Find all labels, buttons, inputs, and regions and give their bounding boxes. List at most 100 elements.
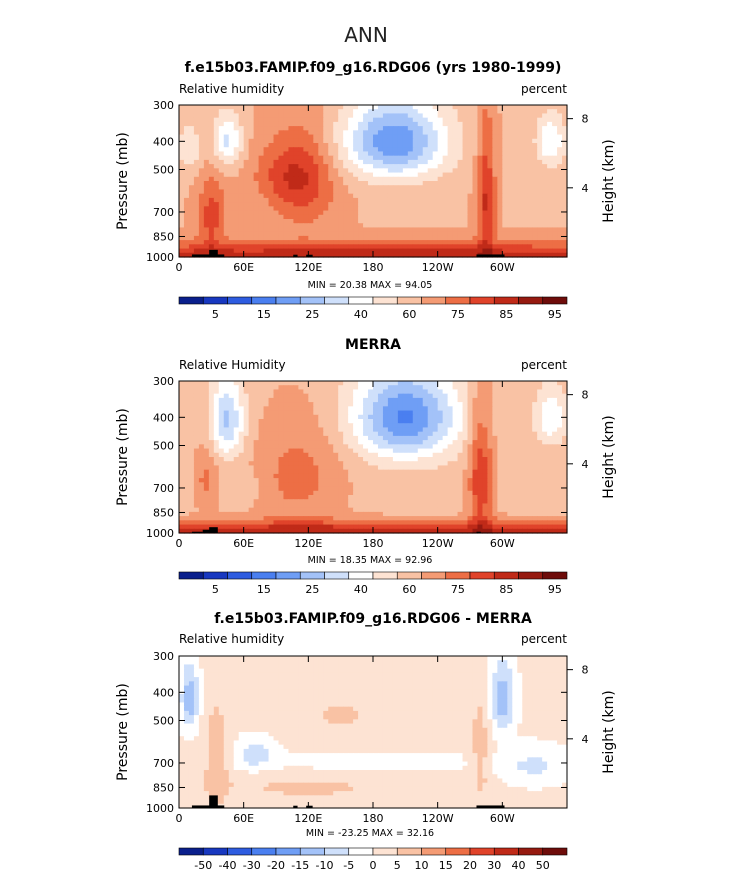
heatmap-cell xyxy=(557,385,563,391)
heatmap-cell xyxy=(377,406,384,412)
heatmap-cell xyxy=(288,172,295,178)
heatmap-cell xyxy=(303,113,309,119)
heatmap-cell xyxy=(547,427,553,433)
heatmap-cell xyxy=(198,231,205,237)
heatmap-cell xyxy=(303,381,309,386)
left-label: Relative Humidity xyxy=(179,358,286,372)
topography-mask xyxy=(306,254,313,257)
heatmap-cell xyxy=(517,244,523,250)
heatmap-cell xyxy=(253,176,260,182)
heatmap-cell xyxy=(462,465,469,471)
heatmap-cell xyxy=(482,435,489,441)
colorbar-label: 5 xyxy=(212,308,219,321)
heatmap-cell xyxy=(537,486,543,492)
heatmap-cell xyxy=(472,219,479,224)
heatmap-cell xyxy=(392,168,399,174)
heatmap-cell xyxy=(537,490,543,496)
heatmap-cell xyxy=(193,147,200,153)
heatmap-cell xyxy=(343,189,349,195)
heatmap-cell xyxy=(447,248,454,254)
heatmap-cell xyxy=(228,419,235,424)
heatmap-cell xyxy=(283,202,290,207)
heatmap-cell xyxy=(517,406,523,412)
heatmap-cell xyxy=(462,385,469,391)
heatmap-cell xyxy=(203,419,210,424)
heatmap-cell xyxy=(348,248,354,254)
heatmap-cell xyxy=(542,389,548,395)
heatmap-cell xyxy=(467,473,474,479)
heatmap-cell xyxy=(358,248,364,254)
heatmap-cell xyxy=(527,113,533,119)
heatmap-cell xyxy=(427,419,434,424)
heatmap-cell xyxy=(417,389,424,395)
heatmap-cell xyxy=(218,419,225,424)
heatmap-cell xyxy=(532,130,538,136)
heatmap-cell xyxy=(373,168,379,174)
heatmap-cell xyxy=(318,121,324,127)
heatmap-cell xyxy=(203,210,210,216)
heatmap-cell xyxy=(333,473,339,479)
heatmap-cell xyxy=(422,473,429,479)
heatmap-cell xyxy=(338,414,344,420)
heatmap-cell xyxy=(527,214,533,220)
heatmap-cell xyxy=(368,435,374,441)
heatmap-cell xyxy=(527,473,533,479)
heatmap-cell xyxy=(472,202,479,207)
heatmap-cell xyxy=(387,168,394,174)
heatmap-cell xyxy=(542,206,548,212)
heatmap-cell xyxy=(512,402,518,407)
heatmap-cell xyxy=(198,214,205,220)
heatmap-cell xyxy=(368,240,374,245)
heatmap-cell xyxy=(183,130,190,136)
heatmap-cell xyxy=(487,189,493,195)
heatmap-cell xyxy=(338,435,344,441)
heatmap-cell xyxy=(482,168,489,174)
heatmap-cell xyxy=(492,444,498,450)
heatmap-cell xyxy=(323,126,329,131)
heatmap-cell xyxy=(333,381,339,386)
heatmap-cell xyxy=(333,130,339,136)
heatmap-cell xyxy=(333,490,339,496)
heatmap-cell xyxy=(328,151,334,157)
heatmap-cell xyxy=(278,427,285,433)
heatmap-cell xyxy=(537,419,543,424)
heatmap-cell xyxy=(258,109,265,115)
heatmap-cell xyxy=(293,197,299,203)
heatmap-cell xyxy=(318,244,324,250)
heatmap-cell xyxy=(562,121,568,127)
heatmap-cell xyxy=(462,202,469,207)
heatmap-cell xyxy=(333,406,339,412)
heatmap-cell xyxy=(497,121,503,127)
heatmap-cell xyxy=(198,402,205,407)
heatmap-cell xyxy=(392,486,399,492)
heatmap-cell xyxy=(188,168,195,174)
heatmap-cell xyxy=(268,193,275,199)
heatmap-cell xyxy=(562,406,568,412)
heatmap-cell xyxy=(258,126,265,131)
heatmap-cell xyxy=(517,189,523,195)
heatmap-cell xyxy=(462,452,469,458)
heatmap-cell xyxy=(253,164,260,169)
heatmap-cell xyxy=(507,402,513,407)
heatmap-cell xyxy=(497,427,503,433)
heatmap-cell xyxy=(492,219,498,224)
heatmap-cell xyxy=(427,440,434,445)
heatmap-cell xyxy=(183,397,190,403)
heatmap-cell xyxy=(537,393,543,399)
heatmap-cell xyxy=(233,227,240,233)
heatmap-cell xyxy=(278,461,285,467)
heatmap-cell xyxy=(407,435,414,441)
heatmap-cell xyxy=(363,444,369,450)
heatmap-cell xyxy=(407,448,414,454)
heatmap-cell xyxy=(373,469,379,475)
heatmap-cell xyxy=(243,457,250,462)
heatmap-cell xyxy=(308,431,314,437)
heatmap-cell xyxy=(213,181,220,186)
heatmap-cell xyxy=(457,423,464,429)
heatmap-cell xyxy=(537,389,543,395)
heatmap-cell xyxy=(278,381,285,386)
heatmap-cell xyxy=(179,105,185,110)
heatmap-cell xyxy=(228,482,235,488)
heatmap-cell xyxy=(213,134,220,140)
heatmap-cell xyxy=(248,406,255,412)
